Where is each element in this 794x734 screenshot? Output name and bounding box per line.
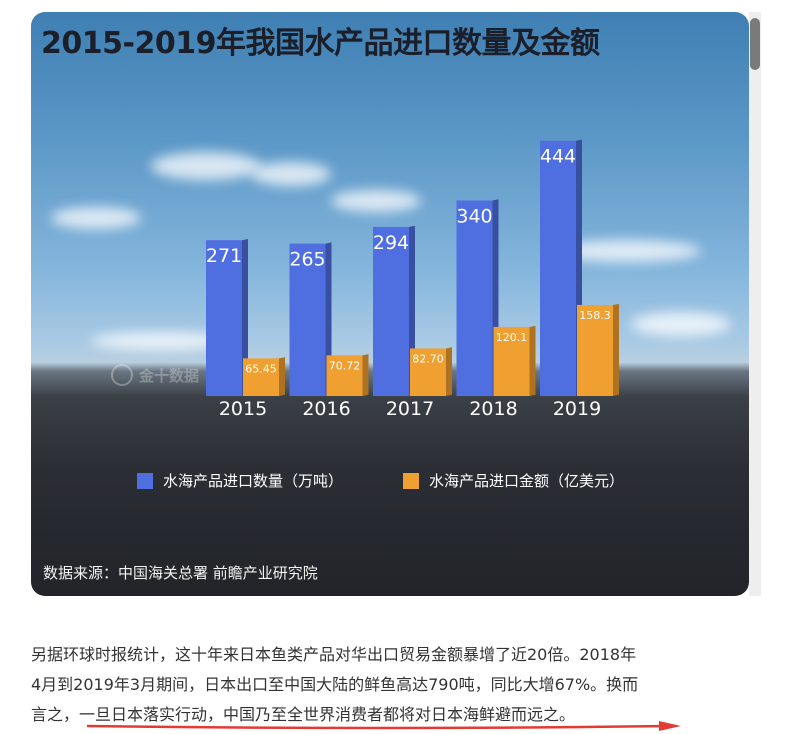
data-label-amount: 120.1 [496, 331, 528, 344]
article-line-1: 另据环球时报统计，这十年来日本鱼类产品对华出口贸易金额暴增了近20倍。2018年 [31, 645, 637, 664]
legend-swatch-quantity [137, 472, 153, 489]
watermark: 金十数据 [111, 364, 199, 386]
sky-cloud [151, 152, 261, 180]
bar-amount [577, 304, 613, 396]
article-highlight: 一旦日本落实行动，中国乃至全世界消费者都将对日本海鲜避而远之。 [79, 705, 576, 724]
bar-side-amount [446, 347, 452, 396]
data-label-amount: 82.70 [412, 352, 444, 365]
chart-card: 271 65.45 2015 265 70.72 2016 294 82.70 2017 340 1… [31, 12, 749, 596]
bar-quantity [206, 240, 242, 396]
sky-cloud [51, 207, 141, 229]
scrollbar-track[interactable] [749, 12, 761, 596]
bar-chart: 271 65.45 2015 265 70.72 2016 294 82.70 2017 340 1… [206, 139, 619, 420]
sky-cloud [251, 162, 331, 186]
bar-side-amount [279, 357, 285, 396]
legend-label-amount: 水海产品进口金额（亿美元） [429, 472, 625, 490]
bar-side-amount [362, 354, 369, 396]
scrollbar-thumb[interactable] [750, 18, 760, 70]
bar-quantity [373, 226, 409, 396]
data-label-quantity: 265 [289, 249, 325, 271]
data-label-quantity: 444 [540, 146, 576, 168]
underline-arrowhead [659, 721, 681, 731]
bar-side-amount [529, 325, 536, 396]
sky-cloud [631, 312, 731, 336]
bar-amount [493, 326, 530, 396]
article-line-2: 4月到2019年3月期间，日本出口至中国大陆的鲜鱼高达790吨，同比大增67%。… [31, 675, 639, 694]
sky-cloud [551, 240, 701, 262]
bar-amount [326, 355, 363, 396]
x-tick-label: 2015 [219, 398, 267, 420]
bar-amount [410, 348, 446, 396]
bar-quantity [289, 243, 326, 396]
bar-quantity [456, 200, 493, 396]
bar-amount [243, 358, 279, 396]
watermark-logo-icon [111, 364, 133, 386]
article-line-3: 言之，一旦日本落实行动，中国乃至全世界消费者都将对日本海鲜避而远之。 [31, 700, 753, 730]
watermark-text: 金十数据 [139, 366, 200, 385]
sky-cloud [91, 332, 231, 350]
legend-item-amount: 水海产品进口金额（亿美元） [403, 470, 624, 491]
legend-swatch-amount [403, 472, 419, 489]
red-underline-arrow [86, 721, 681, 731]
data-label-quantity: 340 [456, 206, 492, 228]
legend-item-quantity: 水海产品进口数量（万吨） [137, 470, 343, 491]
data-label-amount: 65.45 [245, 362, 277, 375]
data-label-amount: 158.3 [579, 309, 611, 322]
x-tick-label: 2016 [302, 398, 350, 420]
data-label-quantity: 271 [206, 245, 242, 267]
data-label-amount: 70.72 [329, 359, 361, 372]
underline-stroke [86, 724, 666, 730]
bar-quantity [540, 140, 576, 396]
source-note: 数据来源：中国海关总署 前瞻产业研究院 [43, 564, 318, 582]
data-label-quantity: 294 [373, 232, 409, 254]
chart-title: 2015-2019年我国水产品进口数量及金额 [41, 26, 600, 61]
x-tick-label: 2018 [469, 398, 517, 420]
sky-cloud [331, 190, 421, 212]
article-line-3-plain: 言之， [31, 705, 80, 724]
x-tick-label: 2019 [553, 398, 601, 420]
article-paragraph: 另据环球时报统计，这十年来日本鱼类产品对华出口贸易金额暴增了近20倍。2018年… [31, 640, 753, 730]
legend-label-quantity: 水海产品进口数量（万吨） [163, 472, 344, 490]
bar-side-quantity [242, 238, 248, 396]
bar-side-amount [613, 303, 619, 396]
x-tick-label: 2017 [386, 398, 434, 420]
